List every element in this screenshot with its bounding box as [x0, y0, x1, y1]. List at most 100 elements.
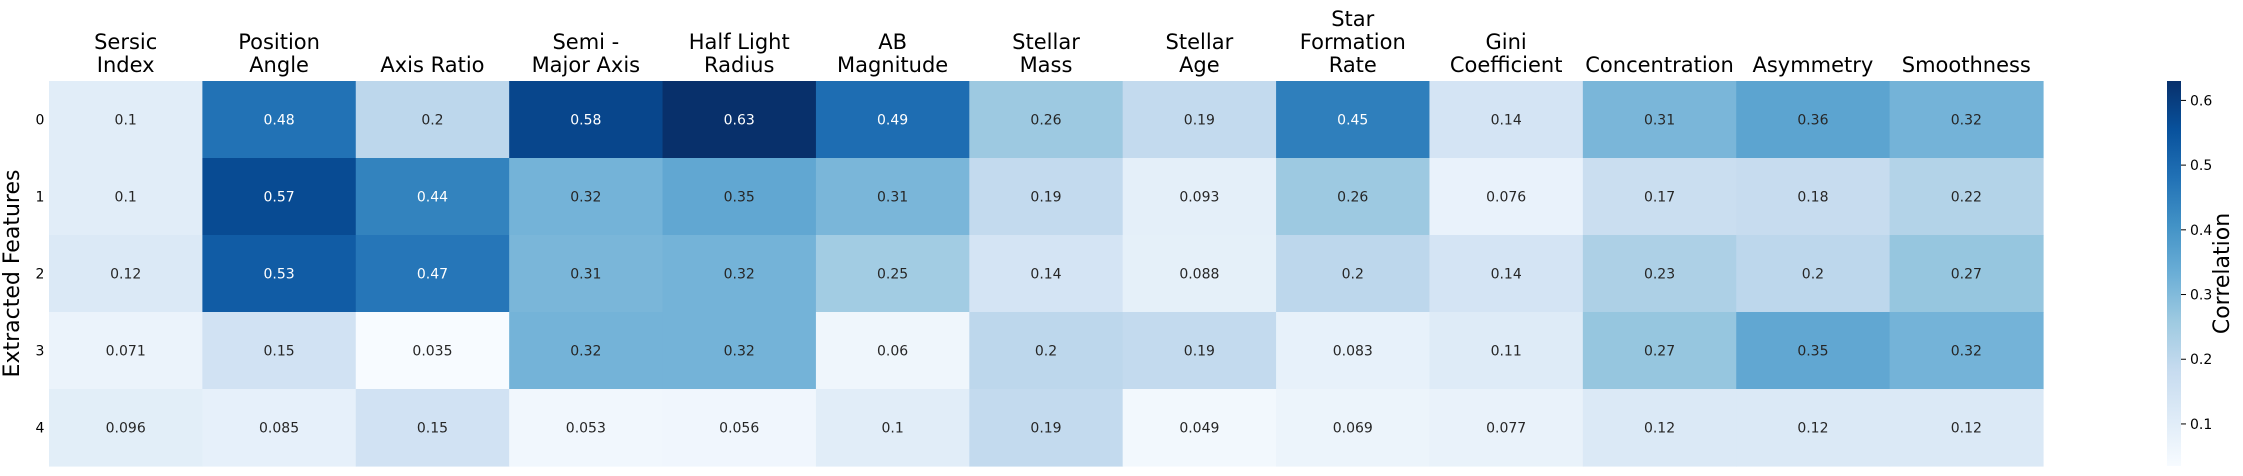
heatmap-cell [1736, 235, 1891, 313]
heatmap-cell [1276, 158, 1431, 236]
heatmap-cell [1276, 312, 1431, 390]
heatmap-cell [509, 312, 664, 390]
heatmap-cell [1429, 81, 1584, 159]
heatmap-cell [202, 312, 357, 390]
cell-value-label: 0.17 [1644, 190, 1675, 206]
heatmap-cell [1736, 158, 1891, 236]
cell-value-label: 0.049 [1179, 421, 1219, 437]
heatmap-cell [1889, 389, 2044, 467]
heatmap-cell [1276, 235, 1431, 313]
heatmap-cell [1889, 81, 2044, 159]
cell-value-label: 0.19 [1184, 344, 1215, 360]
cell-value-label: 0.088 [1179, 267, 1219, 283]
heatmap-cell [1276, 389, 1431, 467]
heatmap-cell [969, 81, 1124, 159]
column-label: Angle [249, 53, 309, 77]
heatmap-cell [815, 158, 970, 236]
column-label: Major Axis [532, 53, 641, 77]
cell-value-label: 0.48 [263, 113, 294, 129]
heatmap-cell [202, 158, 357, 236]
cell-value-label: 0.076 [1486, 190, 1526, 206]
heatmap-cell [1582, 312, 1737, 390]
cell-value-label: 0.035 [412, 344, 452, 360]
column-label: Concentration [1585, 53, 1734, 77]
heatmap-cell [815, 389, 970, 467]
cell-value-label: 0.12 [1951, 421, 1982, 437]
heatmap-cell [1582, 235, 1737, 313]
heatmap-cell [1582, 158, 1737, 236]
cell-value-label: 0.32 [1951, 113, 1982, 129]
colorbar-tick-label: 0.3 [2190, 288, 2212, 304]
heatmap-cell [1582, 389, 1737, 467]
column-label: Axis Ratio [380, 53, 484, 77]
cell-value-label: 0.57 [263, 190, 294, 206]
heatmap-cell [49, 81, 203, 159]
heatmap-cell [355, 81, 510, 159]
cell-value-label: 0.19 [1030, 190, 1061, 206]
heatmap-cell [815, 81, 970, 159]
cell-value-label: 0.27 [1644, 344, 1675, 360]
heatmap-cell [1276, 81, 1431, 159]
heatmap-cell [49, 389, 203, 467]
cell-value-label: 0.2 [1035, 344, 1057, 360]
heatmap-cell [49, 235, 203, 313]
heatmap-cell [969, 235, 1124, 313]
column-label: Star [1331, 7, 1374, 31]
column-label: Position [238, 30, 320, 54]
column-label: Asymmetry [1752, 53, 1873, 77]
column-label: Magnitude [837, 53, 948, 77]
heatmap-cell [662, 312, 817, 390]
cell-value-label: 0.2 [1802, 267, 1824, 283]
colorbar-tick-label: 0.2 [2190, 352, 2212, 368]
cell-value-label: 0.26 [1337, 190, 1368, 206]
row-labels: 0 1 2 3 4 [36, 113, 45, 437]
heatmap-cell [815, 312, 970, 390]
heatmap-cell [1736, 312, 1891, 390]
cell-value-label: 0.12 [110, 267, 141, 283]
heatmap-cell [49, 312, 203, 390]
cell-value-label: 0.1 [115, 113, 137, 129]
cell-value-label: 0.2 [1342, 267, 1364, 283]
row-label: 2 [36, 267, 45, 283]
heatmap-cell [1122, 389, 1277, 467]
colorbar-title: Correlation [2210, 213, 2235, 334]
heatmap-cell [969, 389, 1124, 467]
heatmap-cell [355, 312, 510, 390]
column-label: Mass [1020, 53, 1073, 77]
cell-value-label: 0.36 [1797, 113, 1828, 129]
cell-value-label: 0.12 [1644, 421, 1675, 437]
cell-value-label: 0.15 [417, 421, 448, 437]
colorbar-tick-label: 0.5 [2190, 158, 2212, 174]
colorbar-ticks: 0.1 0.2 0.3 0.4 0.5 0.6 [2181, 93, 2212, 433]
row-label: 0 [36, 113, 45, 129]
row-label: 4 [36, 421, 45, 437]
column-label: Formation [1300, 30, 1406, 54]
cell-value-label: 0.19 [1030, 421, 1061, 437]
heatmap-cell [509, 389, 664, 467]
cell-value-label: 0.071 [106, 344, 146, 360]
cell-value-label: 0.18 [1797, 190, 1828, 206]
column-label: Half Light [689, 30, 790, 54]
cell-value-label: 0.35 [1797, 344, 1828, 360]
cell-value-label: 0.63 [724, 113, 755, 129]
cell-value-label: 0.25 [877, 267, 908, 283]
heatmap-cell [1889, 235, 2044, 313]
cell-value-label: 0.14 [1491, 267, 1522, 283]
cell-value-label: 0.44 [417, 190, 448, 206]
colorbar-tick-label: 0.6 [2190, 93, 2212, 109]
cell-value-label: 0.12 [1797, 421, 1828, 437]
heatmap-cell [1122, 312, 1277, 390]
heatmap-cell [815, 235, 970, 313]
colorbar-tick-label: 0.1 [2190, 417, 2212, 433]
heatmap-cell [509, 158, 664, 236]
colorbar-tick-label: 0.4 [2190, 223, 2212, 239]
cell-value-label: 0.085 [259, 421, 299, 437]
column-label: AB [878, 30, 907, 54]
heatmap-cell [1429, 235, 1584, 313]
cell-value-label: 0.32 [1951, 344, 1982, 360]
cell-value-label: 0.31 [877, 190, 908, 206]
column-label: Rate [1329, 53, 1377, 77]
column-label: Sersic [94, 30, 157, 54]
